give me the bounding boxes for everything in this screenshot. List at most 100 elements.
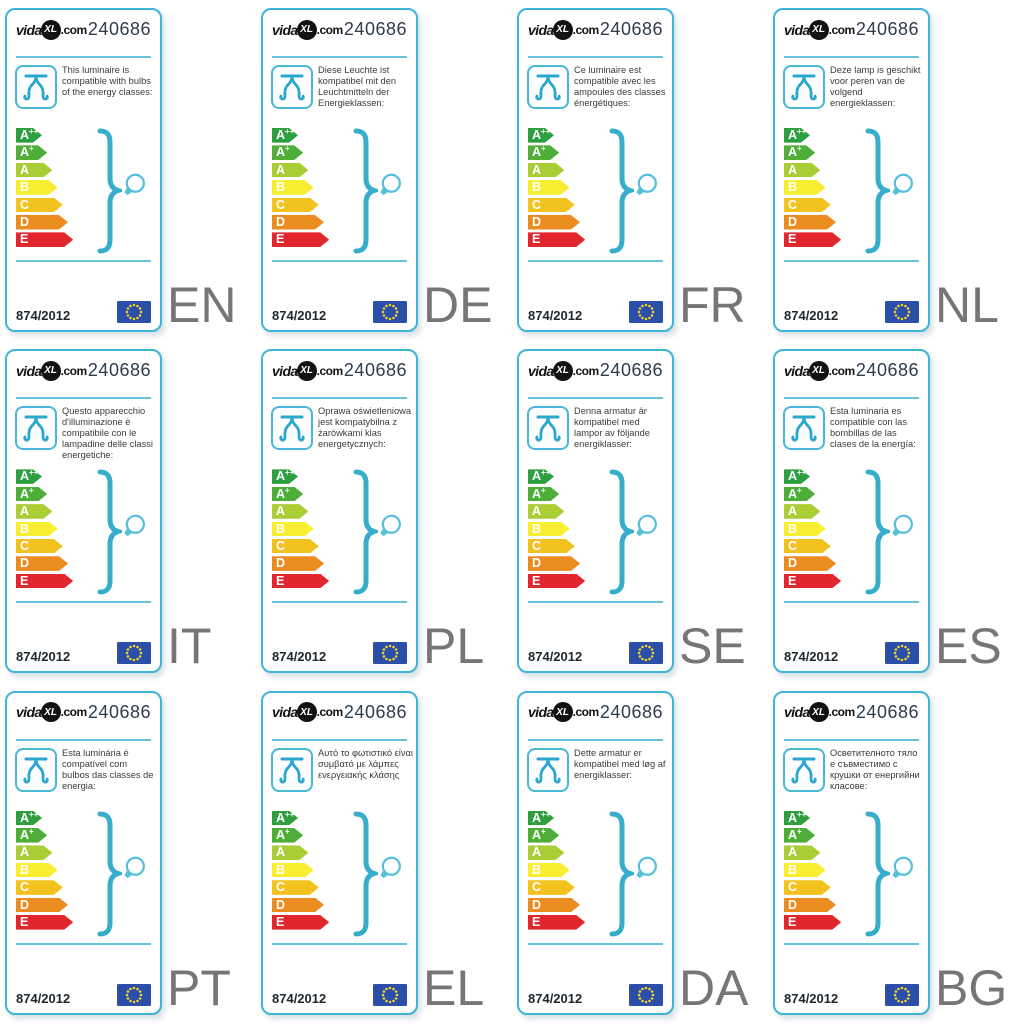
energy-class-superscript: ++ [541,468,551,478]
label-cell: vida XL .com 240686 Esta luminaria es comp… [768,341,1024,682]
light-bulb-icon [124,173,145,196]
energy-label-card-bg: vida XL .com 240686 Осветителното тяло е с… [773,690,930,1015]
card-footer: 874/2012 [16,301,151,323]
divider-bottom [16,942,151,945]
compatibility-description: Осветителното тяло е съвместимо с крушки… [830,747,920,791]
card-footer: 874/2012 [272,642,407,665]
compatibility-description: This luminaire is compatible with bulbs … [62,65,153,97]
energy-class-letter: A [788,845,798,860]
energy-class-letter: E [532,232,541,247]
compatibility-description: Diese Leuchte ist kompatibel mit den Leu… [318,65,397,108]
logo-text-com: .com [828,363,856,378]
energy-class-arrow-d: D [16,556,68,571]
energy-class-arrow-b: B [272,863,314,878]
luminaire-icon-box [271,406,313,451]
energy-class-letter: D [788,556,798,571]
card-header: vida XL .com 240686 [784,702,919,723]
logo-text-vida: vida [272,704,298,721]
luminaire-icon [23,415,49,442]
energy-class-arrow-d: D [272,898,324,913]
energy-class-letter: A [276,504,286,519]
divider-bottom [272,601,407,604]
energy-class-arrow-e: E [528,915,585,930]
label-cell: vida XL .com 240686 Deze lamp is geschikt … [768,0,1024,341]
energy-class-arrow-b: B [784,180,826,195]
energy-class-superscript: + [285,144,290,154]
energy-class-letter: D [20,215,30,229]
energy-class-letter: A++ [20,126,39,143]
energy-class-scale: A++ A+ A B C D E [528,469,672,597]
label-cell: vida XL .com 240686 Diese Leuchte ist komp… [256,0,512,341]
energy-class-letter: A+ [532,826,546,843]
logo-text-com: .com [572,22,600,37]
logo-xl-circle-icon: XL [296,702,317,723]
energy-class-superscript: + [541,826,546,836]
energy-class-arrow-a-plus: A+ [528,145,559,160]
energy-label-card-es: vida XL .com 240686 Esta luminaria es comp… [773,349,930,674]
energy-class-arrow-a-plus-plus: A++ [272,469,298,484]
energy-class-letter: A++ [276,809,295,825]
logo-xl-circle-icon: XL [552,702,573,723]
divider-top [16,397,151,400]
energy-class-arrow-b: B [528,180,570,195]
energy-class-scale: A++ A+ A B C D E [528,128,672,256]
logo-text-com: .com [60,363,88,378]
energy-class-arrow-e: E [16,915,73,930]
divider-top [528,738,663,741]
energy-label-card-en: vida XL .com 240686 This luminaire is comp… [5,8,162,332]
divider-top [272,738,407,741]
energy-class-arrow-a-plus-plus: A++ [272,811,298,826]
energy-class-superscript: ++ [797,809,807,819]
energy-class-letter: B [20,180,30,195]
compatibility-info: Oprawa oświetleniowa jest kompatybilna z… [271,406,413,451]
energy-class-scale: A++ A+ A B C D E [16,811,160,939]
eu-flag-icon [885,301,919,323]
luminaire-icon [791,757,817,784]
energy-class-arrow-a: A [528,845,564,860]
energy-label-card-pt: vida XL .com 240686 Esta luminária é compa… [5,690,162,1015]
energy-class-arrow-a-plus: A+ [272,145,303,160]
curly-brace-icon [865,128,890,254]
energy-class-superscript: + [29,485,34,495]
language-code: ES [935,618,1002,675]
logo-text-com: .com [316,363,344,378]
card-footer: 874/2012 [16,642,151,665]
energy-class-letter: E [20,915,29,930]
luminaire-icon-box [783,406,825,451]
energy-class-letter: C [788,197,798,212]
curly-brace-icon [97,469,122,595]
logo-xl-circle-icon: XL [296,360,317,381]
divider-top [784,738,919,741]
label-cell: vida XL .com 240686 Αυτό το φωτιστικό είνα… [256,683,512,1024]
energy-class-arrow-b: B [272,522,314,537]
label-cell: vida XL .com 240686 Denna armatur är kompa… [512,341,768,682]
energy-class-arrow-a-plus: A+ [528,487,559,502]
energy-class-arrows: A++ A+ A B C D E [272,469,329,591]
light-bulb-icon [636,856,657,878]
energy-class-superscript: + [797,826,802,836]
logo-text-vida: vida [528,21,554,38]
luminaire-icon [23,757,49,784]
regulation-number: 874/2012 [784,990,839,1006]
card-footer: 874/2012 [272,301,407,323]
label-cell: vida XL .com 240686 Questo apparecchio d'i… [0,341,256,682]
compatibility-description: Αυτό το φωτιστικό είναι συμβατό με λάμπε… [318,747,413,780]
divider-bottom [528,260,663,262]
energy-class-letter: D [276,556,286,571]
energy-class-letter: D [788,215,798,229]
energy-class-letter: A++ [788,468,807,484]
energy-class-letter: A++ [532,468,551,484]
luminaire-icon-box [527,747,569,792]
logo-text-com: .com [60,22,88,37]
energy-class-arrow-a-plus: A+ [784,828,815,843]
energy-label-card-de: vida XL .com 240686 Diese Leuchte ist komp… [261,8,418,332]
divider-bottom [272,942,407,945]
regulation-number: 874/2012 [16,649,71,665]
eu-flag-stars [381,645,399,662]
energy-class-letter: C [788,880,798,895]
energy-class-letter: E [788,232,797,247]
energy-class-letter: A [532,504,542,519]
eu-flag-stars [125,645,143,662]
energy-class-arrow-a: A [272,845,308,860]
